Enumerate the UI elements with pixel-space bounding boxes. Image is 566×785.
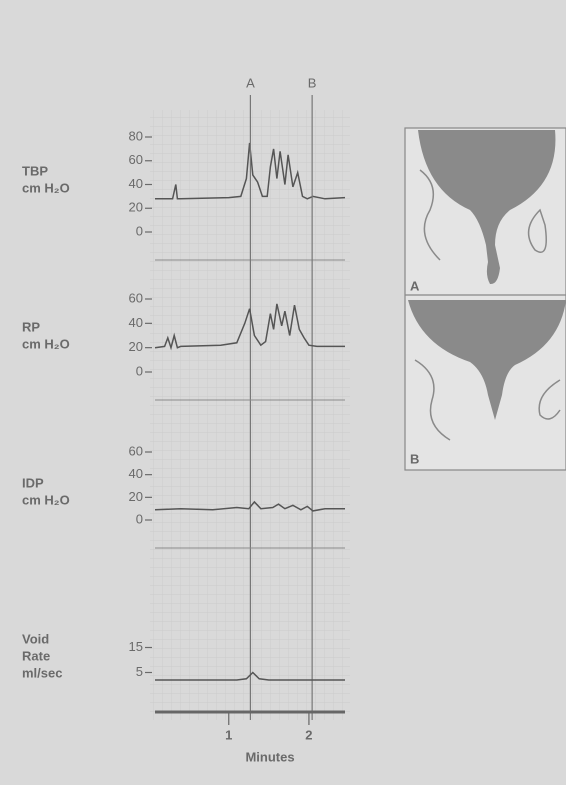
y-tick-label: 20	[129, 489, 143, 504]
x-tick-label: 2	[305, 727, 312, 742]
marker-label: B	[308, 75, 317, 90]
y-tick-label: 0	[136, 363, 143, 378]
y-axis-label: Rate	[22, 648, 50, 663]
y-tick-label: 0	[136, 511, 143, 526]
y-axis-label: TBP	[22, 163, 48, 178]
y-tick-label: 5	[136, 664, 143, 679]
y-tick-label: 60	[129, 290, 143, 305]
y-axis-label: cm H₂O	[22, 492, 70, 507]
y-axis-label: ml/sec	[22, 665, 62, 680]
y-axis-label: RP	[22, 319, 40, 334]
y-axis-label: IDP	[22, 475, 44, 490]
y-tick-label: 60	[129, 152, 143, 167]
page: {"chart_data": [ {"type": "line", "ylabe…	[0, 0, 566, 785]
y-axis-label: cm H₂O	[22, 180, 70, 195]
x-axis-label: Minutes	[245, 749, 294, 764]
y-axis-label: Void	[22, 631, 49, 646]
y-tick-label: 0	[136, 223, 143, 238]
diagram: A B	[405, 128, 566, 470]
y-tick-label: 20	[129, 339, 143, 354]
marker-label: A	[246, 75, 255, 90]
y-tick-label: 80	[129, 128, 143, 143]
diagram-label: A	[410, 278, 420, 293]
y-tick-label: 60	[129, 443, 143, 458]
y-tick-label: 40	[129, 315, 143, 330]
y-tick-label: 40	[129, 466, 143, 481]
y-tick-label: 15	[129, 639, 143, 654]
diagram-label: B	[410, 451, 419, 466]
figure: A B 0 20 40 60 80 TBP cm H₂O A B 0 20 40 60 RP cm H₂O 0…	[0, 0, 566, 785]
x-tick-label: 1	[225, 727, 232, 742]
y-tick-label: 40	[129, 176, 143, 191]
y-tick-label: 20	[129, 200, 143, 215]
y-axis-label: cm H₂O	[22, 336, 70, 351]
